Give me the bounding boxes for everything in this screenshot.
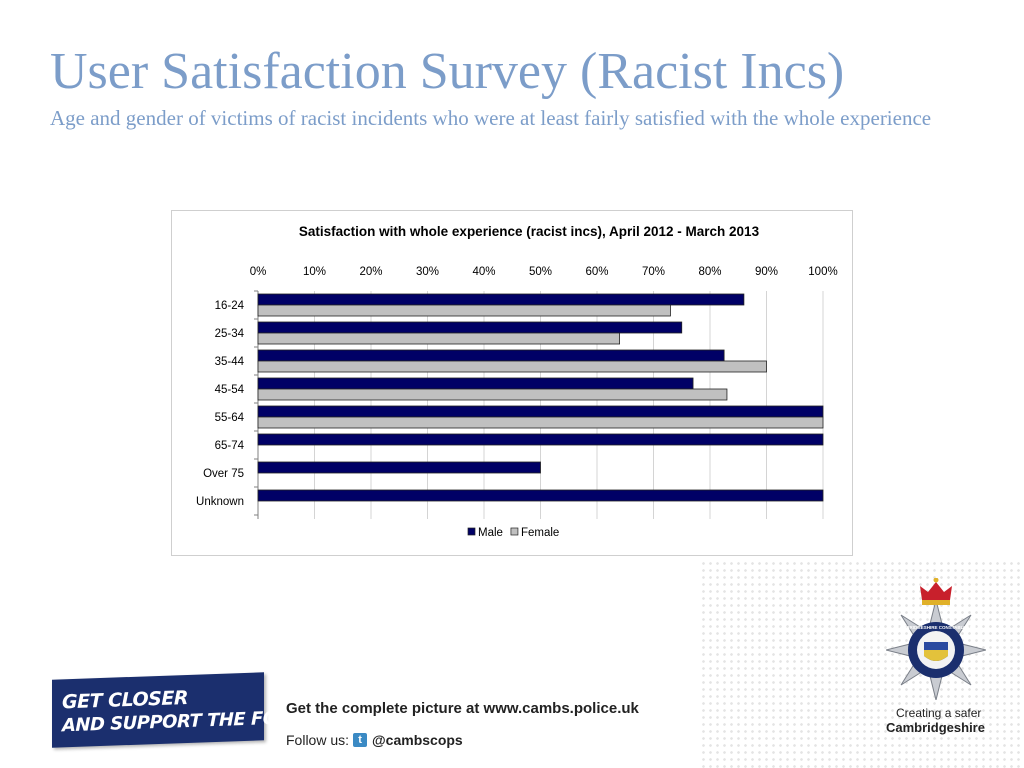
legend-swatch-male xyxy=(467,527,476,536)
x-tick-label: 90% xyxy=(755,266,778,278)
x-tick-label: 40% xyxy=(472,266,495,278)
x-tick-label: 20% xyxy=(359,266,382,278)
satisfaction-bar-chart: Satisfaction with whole experience (raci… xyxy=(196,224,838,539)
category-label: 45-54 xyxy=(215,384,245,396)
bar-male-65-74 xyxy=(257,433,824,446)
legend-label-male: Male xyxy=(478,527,503,539)
x-tick-label: 70% xyxy=(642,266,665,278)
category-label: 35-44 xyxy=(215,356,245,368)
police-crest-icon: CAMBRIDGESHIRE CONSTABULARY xyxy=(886,578,986,700)
bar-male-unknown xyxy=(257,489,824,502)
campaign-line-1: GET CLOSER xyxy=(62,686,188,714)
category-label: 55-64 xyxy=(215,412,245,424)
crest-text: CAMBRIDGESHIRE CONSTABULARY xyxy=(896,625,976,630)
x-tick-label: 10% xyxy=(303,266,326,278)
x-tick-label: 50% xyxy=(529,266,552,278)
twitter-icon[interactable]: t xyxy=(353,733,368,747)
x-tick-label: 60% xyxy=(585,266,608,278)
category-label: 65-74 xyxy=(215,440,245,452)
follow-label: Follow us: xyxy=(286,732,350,748)
bar-male-16-24 xyxy=(257,293,745,306)
x-tick-label: 80% xyxy=(698,266,721,278)
category-label: Over 75 xyxy=(203,468,244,480)
tagline-line-1: Creating a safer xyxy=(896,706,982,720)
category-label: Unknown xyxy=(196,496,244,508)
chart-title: Satisfaction with whole experience (raci… xyxy=(299,224,760,239)
campaign-badge[interactable]: GET CLOSER AND SUPPORT THE FORCE! xyxy=(52,672,323,748)
legend-swatch-female xyxy=(510,527,519,536)
bar-female-45-54 xyxy=(257,388,728,401)
x-tick-label: 30% xyxy=(416,266,439,278)
category-label: 16-24 xyxy=(215,300,245,312)
footer-dot-pattern xyxy=(700,560,1024,768)
bar-female-25-34 xyxy=(257,332,621,345)
category-label: 25-34 xyxy=(215,328,245,340)
bar-male-35-44 xyxy=(257,349,725,362)
chart-frame: Satisfaction with whole experience (raci… xyxy=(171,210,853,556)
bar-female-55-64 xyxy=(257,416,824,429)
page-title: User Satisfaction Survey (Racist Incs) xyxy=(50,43,845,100)
page-subtitle: Age and gender of victims of racist inci… xyxy=(50,106,932,130)
bar-female-35-44 xyxy=(257,360,767,373)
x-tick-label: 100% xyxy=(808,266,837,278)
bar-female-16-24 xyxy=(257,304,671,317)
bar-male-45-54 xyxy=(257,377,694,390)
bar-male-25-34 xyxy=(257,321,683,334)
bar-male-55-64 xyxy=(257,405,824,418)
twitter-handle[interactable]: @cambscops xyxy=(372,732,463,748)
bar-male-over-75 xyxy=(257,461,541,474)
follow-us: Follow us: t @cambscops xyxy=(286,732,463,748)
x-tick-label: 0% xyxy=(250,266,267,278)
tagline-line-2: Cambridgeshire xyxy=(886,720,985,735)
website-link[interactable]: Get the complete picture at www.cambs.po… xyxy=(286,700,639,717)
legend-label-female: Female xyxy=(521,527,559,539)
